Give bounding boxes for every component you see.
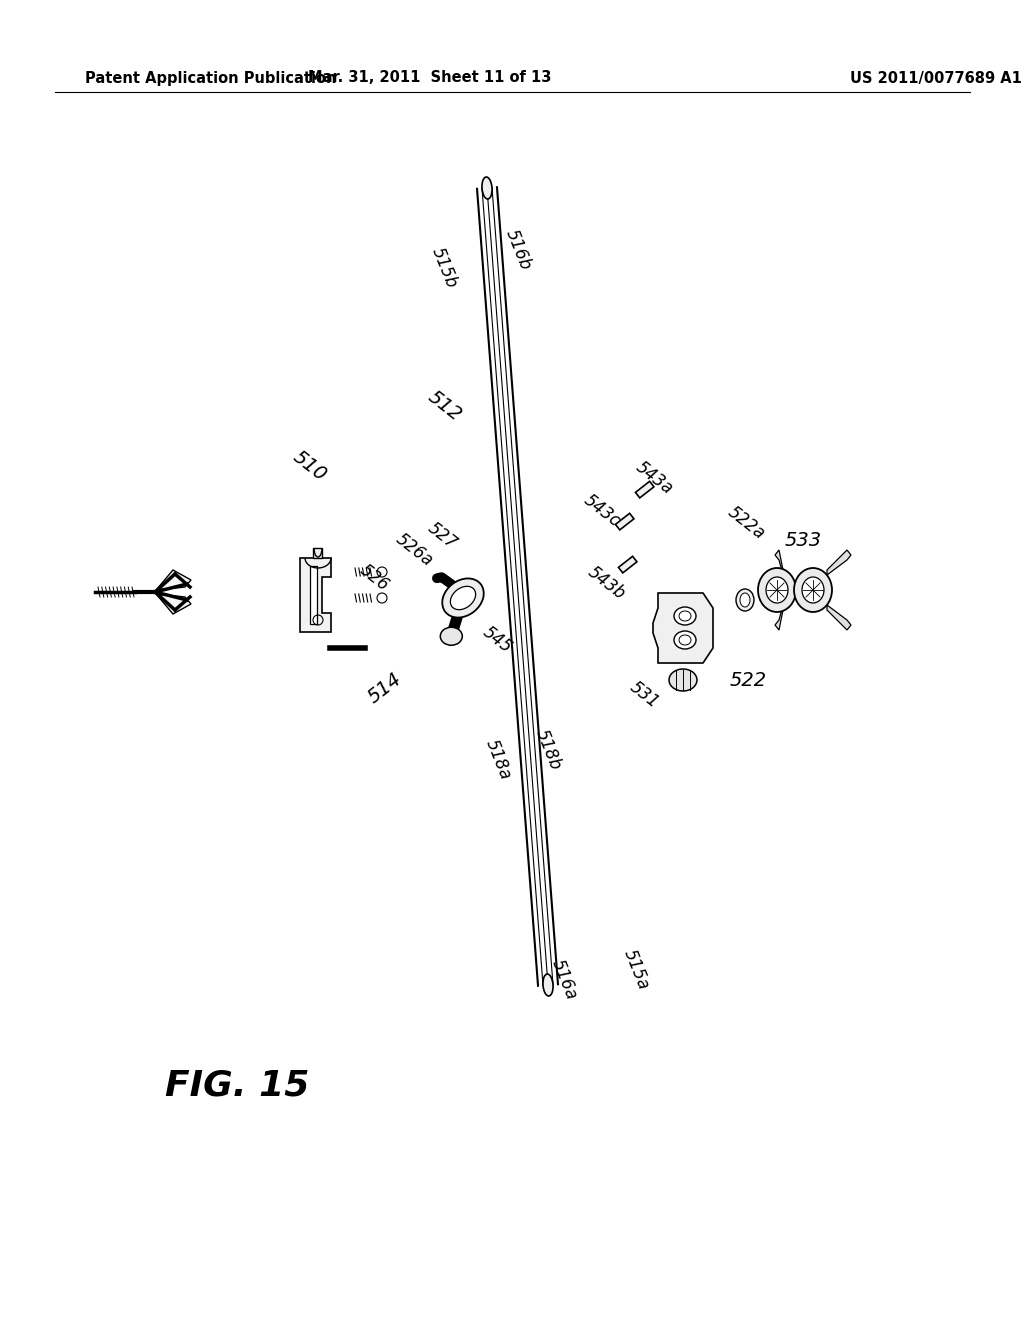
Text: 512: 512 [424,388,465,425]
Polygon shape [157,570,191,589]
Text: 531: 531 [627,678,663,711]
Ellipse shape [740,593,750,607]
Ellipse shape [674,631,696,649]
Text: 510: 510 [289,447,330,486]
Text: 543a: 543a [633,458,677,498]
Ellipse shape [543,974,553,997]
Text: 518a: 518a [481,737,514,783]
Text: Patent Application Publication: Patent Application Publication [85,70,337,86]
Circle shape [377,568,387,577]
Text: FIG. 15: FIG. 15 [165,1068,309,1102]
Text: US 2011/0077689 A1: US 2011/0077689 A1 [850,70,1022,86]
Ellipse shape [736,589,754,611]
Text: 543b: 543b [585,562,629,603]
Text: 526a: 526a [392,529,436,570]
Text: 516a: 516a [548,957,581,1002]
Circle shape [377,593,387,603]
Ellipse shape [482,177,493,199]
Ellipse shape [451,586,475,610]
Ellipse shape [440,627,462,645]
Text: 522a: 522a [724,503,769,543]
Ellipse shape [674,607,696,624]
Text: 515b: 515b [428,244,460,290]
Polygon shape [827,550,851,576]
Polygon shape [313,548,322,558]
Ellipse shape [669,669,697,690]
Polygon shape [775,550,783,576]
Ellipse shape [442,578,483,618]
Polygon shape [157,595,191,614]
Polygon shape [310,566,317,624]
Text: 543c: 543c [581,491,624,531]
Text: 516b: 516b [502,227,535,273]
Polygon shape [653,593,713,663]
Text: 518b: 518b [531,726,564,772]
Polygon shape [615,513,634,529]
Text: 515a: 515a [620,946,652,993]
Text: 526: 526 [356,561,392,595]
Text: 545: 545 [479,623,516,657]
Polygon shape [827,605,851,630]
Ellipse shape [679,635,691,645]
Ellipse shape [794,568,831,612]
Polygon shape [636,482,654,498]
Text: 514: 514 [365,669,406,708]
Ellipse shape [802,577,824,603]
Text: 522: 522 [730,671,767,689]
Ellipse shape [758,568,796,612]
Text: 527: 527 [425,519,461,553]
Polygon shape [618,556,637,573]
Polygon shape [775,605,783,630]
Polygon shape [300,558,331,632]
Ellipse shape [679,611,691,620]
Text: 533: 533 [785,531,822,549]
Ellipse shape [766,577,788,603]
Text: Mar. 31, 2011  Sheet 11 of 13: Mar. 31, 2011 Sheet 11 of 13 [308,70,552,86]
